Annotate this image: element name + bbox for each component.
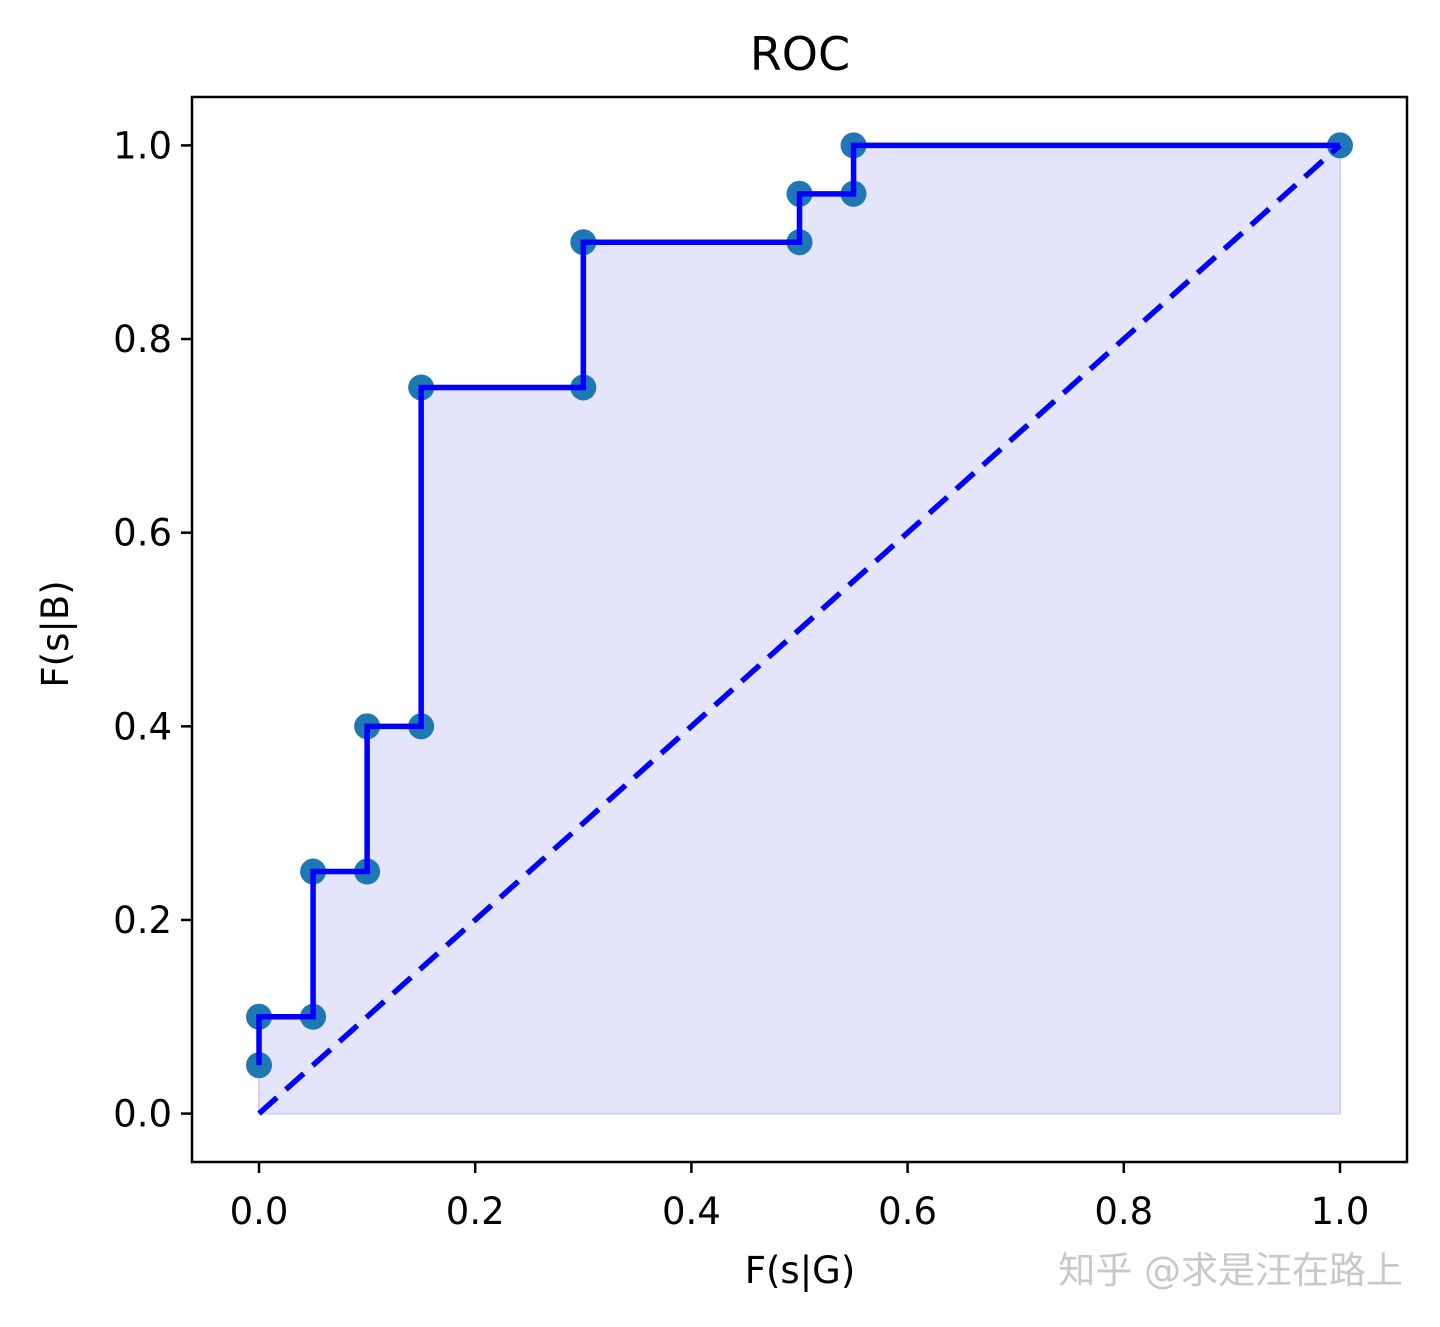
- watermark-text: 知乎 @求是汪在路上: [1058, 1249, 1403, 1292]
- x-tick-label: 1.0: [1311, 1190, 1370, 1233]
- y-tick-label: 1.0: [113, 124, 172, 167]
- y-tick-label: 0.2: [113, 899, 172, 942]
- x-tick-label: 0.0: [230, 1190, 289, 1233]
- x-tick-label: 0.4: [662, 1190, 721, 1233]
- plot-area: [246, 132, 1353, 1116]
- x-tick-label: 0.2: [446, 1190, 505, 1233]
- x-tick-label: 0.8: [1094, 1190, 1153, 1233]
- axis-ticks: 0.0 0.2 0.4 0.6 0.8 1.0 0.0 0.2 0.4 0.6 0.8 1.0: [113, 124, 1369, 1233]
- random-baseline-line: [257, 143, 1342, 1116]
- x-tick-label: 0.6: [878, 1190, 937, 1233]
- y-tick-label: 0.4: [113, 705, 172, 748]
- plot-frame: [190, 95, 1409, 1164]
- chart-title: ROC: [750, 27, 850, 81]
- y-tick-label: 0.0: [113, 1093, 172, 1136]
- y-tick-label: 0.6: [113, 512, 172, 555]
- y-axis-label: F(s|B): [34, 580, 77, 687]
- roc-step-line: [256, 142, 1340, 1066]
- x-axis-label: F(s|G): [745, 1249, 856, 1292]
- y-tick-label: 0.8: [113, 318, 172, 361]
